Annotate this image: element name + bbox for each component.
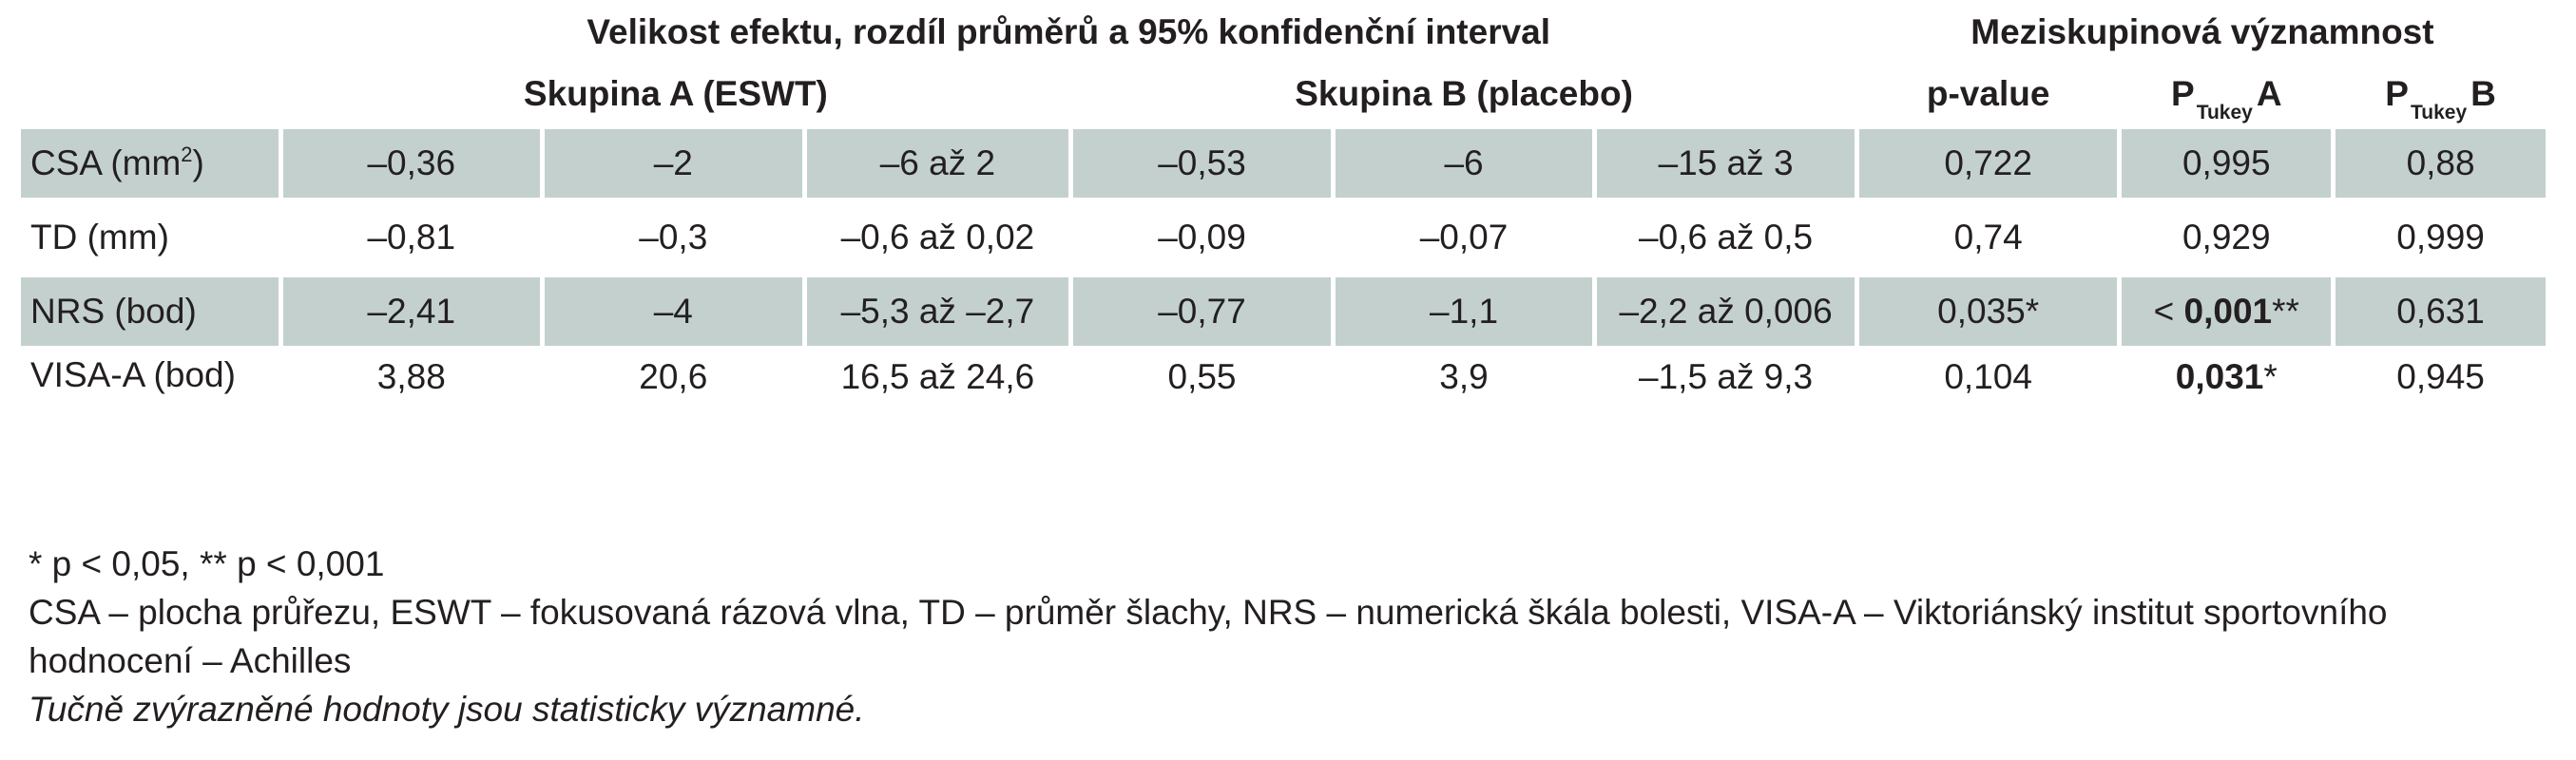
cell-pvalue: 0,104 — [1944, 357, 2032, 396]
cell-ptukey-a: 0,995 — [2122, 129, 2332, 198]
results-table: Velikost efektu, rozdíl průměrů a 95% ko… — [16, 0, 2550, 469]
cell-pvalue: 0,74 — [1953, 218, 2023, 256]
cell-a-diff: –4 — [545, 277, 802, 346]
significance-footnote: * p < 0,05, ** p < 0,001 — [29, 544, 385, 583]
cell-b-diff: –1,1 — [1335, 277, 1593, 346]
cell-a-effect: –0,36 — [282, 129, 541, 198]
row-label: NRS (bod) — [21, 277, 279, 346]
table-row-td: TD (mm) –0,81 –0,3 –0,6 až 0,02 –0,09 –0… — [21, 203, 2546, 272]
cell-ptukey-b: 0,945 — [2396, 357, 2485, 396]
cell-a-effect: –2,41 — [282, 277, 541, 346]
significance-header: Meziskupinová významnost — [1970, 12, 2434, 51]
cell-b-effect: –0,09 — [1158, 218, 1246, 256]
cell-a-ci: 16,5 až 24,6 — [840, 357, 1035, 396]
cell-b-effect: 0,55 — [1167, 357, 1237, 396]
table-row-csa: CSA (mm2) –0,36 –2 –6 až 2 –0,53 –6 –15 … — [21, 129, 2546, 198]
header-row-1: Velikost efektu, rozdíl průměrů a 95% ko… — [21, 6, 2546, 59]
cell-b-effect: –0,77 — [1073, 277, 1331, 346]
row-label: CSA (mm2) — [21, 129, 279, 198]
cell-ptukey-b: 0,88 — [2336, 129, 2546, 198]
effect-size-header: Velikost efektu, rozdíl průměrů a 95% ko… — [586, 12, 1551, 51]
cell-ptukey-b: 0,999 — [2396, 218, 2485, 256]
cell-a-effect: –0,81 — [367, 218, 456, 256]
cell-ptukey-b: 0,631 — [2336, 277, 2546, 346]
header-row-2: Skupina A (ESWT) Skupina B (placebo) p-v… — [21, 65, 2546, 124]
cell-b-effect: –0,53 — [1073, 129, 1331, 198]
cell-a-diff: 20,6 — [639, 357, 708, 396]
cell-ptukey-a: < 0,001** — [2122, 277, 2332, 346]
cell-a-ci: –0,6 až 0,02 — [840, 218, 1035, 256]
cell-b-ci: –15 až 3 — [1597, 129, 1855, 198]
ptukey-b-header: PTukey B — [2385, 74, 2496, 124]
cell-a-ci: –5,3 až –2,7 — [806, 277, 1069, 346]
cell-ptukey-a: 0,929 — [2182, 218, 2271, 256]
cell-b-diff: 3,9 — [1439, 357, 1489, 396]
results-table-figure: Velikost efektu, rozdíl průměrů a 95% ko… — [21, 0, 2555, 469]
abbreviations-footnote: CSA – plocha průřezu, ESWT – fokusovaná … — [29, 593, 2388, 680]
cell-a-effect: 3,88 — [376, 357, 446, 396]
group-a-header: Skupina A (ESWT) — [523, 74, 828, 113]
cell-b-ci: –2,2 až 0,006 — [1597, 277, 1855, 346]
table-row-visa-a: VISA-A (bod) 3,88 20,6 16,5 až 24,6 0,55… — [21, 352, 2546, 464]
row-label: TD (mm) — [30, 218, 169, 256]
cell-b-ci: –1,5 až 9,3 — [1639, 357, 1814, 396]
cell-a-diff: –2 — [545, 129, 802, 198]
cell-b-diff: –0,07 — [1419, 218, 1509, 256]
cell-a-ci: –6 až 2 — [806, 129, 1069, 198]
pvalue-header: p-value — [1926, 74, 2050, 113]
cell-a-diff: –0,3 — [639, 218, 708, 256]
table-footnotes: * p < 0,05, ** p < 0,001 CSA – plocha pr… — [29, 540, 2557, 733]
cell-ptukey-a: 0,031* — [2175, 357, 2278, 396]
cell-b-diff: –6 — [1335, 129, 1593, 198]
cell-pvalue: 0,722 — [1858, 129, 2118, 198]
table-row-nrs: NRS (bod) –2,41 –4 –5,3 až –2,7 –0,77 –1… — [21, 277, 2546, 346]
row-label: VISA-A (bod) — [30, 355, 236, 394]
cell-b-ci: –0,6 až 0,5 — [1639, 218, 1814, 256]
group-b-header: Skupina B (placebo) — [1295, 74, 1633, 113]
cell-pvalue: 0,035* — [1858, 277, 2118, 346]
ptukey-a-header: PTukey A — [2171, 74, 2282, 124]
bold-values-footnote: Tučně zvýrazněné hodnoty jsou statistick… — [29, 690, 865, 729]
